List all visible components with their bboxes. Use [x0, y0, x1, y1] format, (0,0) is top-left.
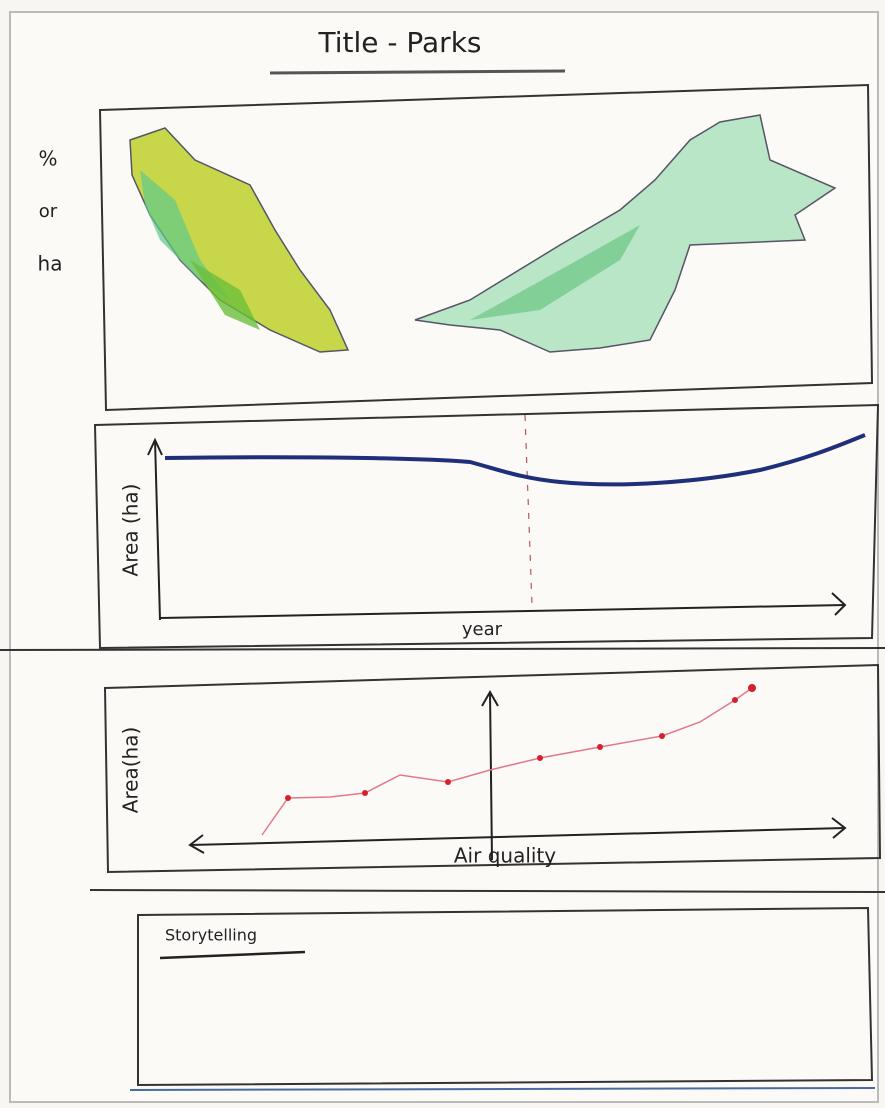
title-underline — [269, 69, 566, 75]
x-axis — [189, 827, 846, 846]
map-legend-label: ha — [38, 252, 63, 276]
scatter-point — [285, 795, 291, 801]
axis-arrow — [831, 592, 847, 616]
scatter-trend — [261, 687, 753, 836]
scatter-point — [748, 684, 756, 692]
map-legend-label: or — [39, 201, 58, 222]
y-axis — [154, 439, 161, 621]
x-axis-label: year — [462, 619, 503, 640]
y-axis-label: Area(ha) — [119, 727, 143, 814]
map-region-detail — [140, 170, 230, 300]
divider-dashed — [524, 414, 533, 606]
map-panel — [98, 83, 874, 412]
axis-arrow — [188, 834, 205, 854]
x-axis — [159, 604, 846, 619]
map-region-detail — [190, 260, 260, 330]
axis-arrow — [147, 437, 163, 456]
story-title: Storytelling — [165, 926, 257, 945]
axis-arrow — [831, 817, 847, 839]
scatter-points — [285, 684, 756, 801]
scatter-panel — [103, 663, 882, 874]
line-panel — [93, 403, 880, 650]
scatter-point — [659, 733, 665, 739]
scatter-point — [445, 779, 451, 785]
y-axis-label: Area (ha) — [119, 484, 143, 577]
scatter-point — [597, 744, 603, 750]
trend-line — [164, 433, 866, 487]
y-axis — [489, 691, 493, 861]
axis-arrow — [481, 689, 499, 707]
scatter-point — [537, 755, 543, 761]
story-panel — [137, 906, 874, 1087]
x-axis-label: Air quality — [454, 844, 556, 868]
story-title-underline — [159, 950, 306, 960]
section-divider — [0, 647, 885, 651]
scatter-point — [362, 790, 368, 796]
scatter-point — [732, 697, 738, 703]
bottom-rule — [129, 1087, 876, 1091]
map-legend-label: % — [38, 147, 57, 171]
page-title: Title - Parks — [317, 26, 481, 59]
section-divider — [89, 889, 885, 893]
